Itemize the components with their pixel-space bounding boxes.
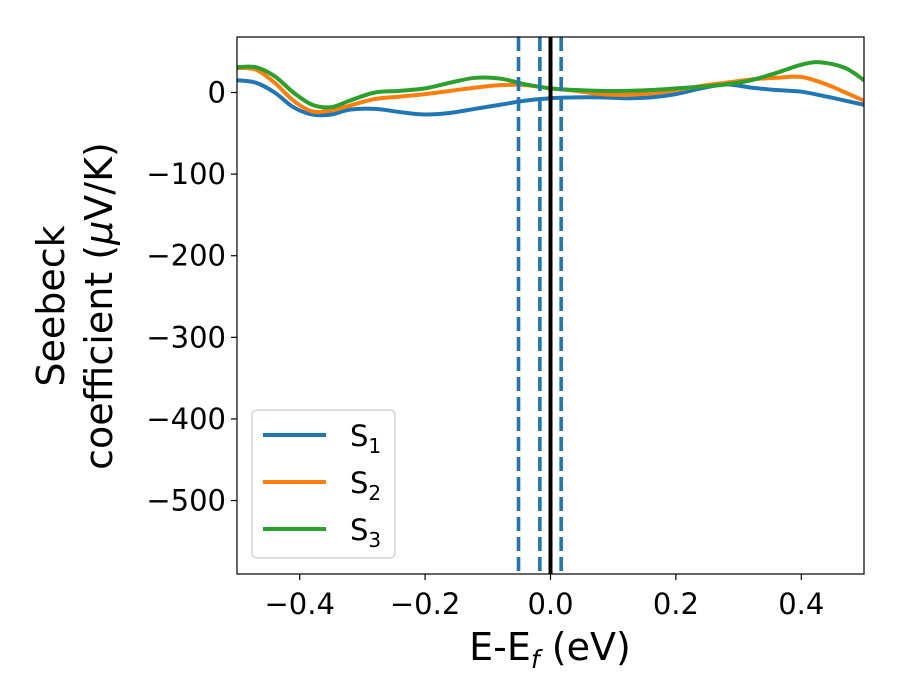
x-axis-title-main: E-E xyxy=(469,625,531,669)
legend-item-s3: S3 xyxy=(263,513,381,552)
series-line-s3 xyxy=(237,60,864,110)
x-tick-label-1: −0.4 xyxy=(264,587,334,621)
y-axis-title-mu: μ xyxy=(77,221,121,246)
legend-item-s2: S2 xyxy=(263,466,381,505)
y-tick-label-3: −200 xyxy=(146,239,226,273)
series-line-s1 xyxy=(237,78,864,118)
vline-layer xyxy=(516,37,563,574)
y-axis-title-line2-start: coefficient ( xyxy=(77,245,121,470)
legend-label-s3-sub: 3 xyxy=(368,528,381,552)
x-tick-label-2: −0.2 xyxy=(390,587,460,621)
legend-label-s2: S2 xyxy=(350,466,381,505)
y-axis-ticks: 0 −100 −200 −300 −400 −500 xyxy=(146,75,237,518)
x-tick-label-4: 0.2 xyxy=(653,587,699,621)
legend-label-s2-main: S xyxy=(350,466,368,500)
y-axis-title-line2-end: V/K) xyxy=(77,142,121,221)
legend-label-s3-main: S xyxy=(350,513,368,547)
legend-label-s1: S1 xyxy=(350,419,381,458)
legend-label-s1-main: S xyxy=(350,419,368,453)
y-tick-label-2: −100 xyxy=(146,157,226,191)
legend-label-s2-sub: 2 xyxy=(368,481,381,505)
x-tick-label-5: 0.4 xyxy=(778,587,824,621)
x-axis-title: E-Ef (eV) xyxy=(469,625,631,674)
y-tick-label-1: 0 xyxy=(208,75,226,109)
y-tick-label-5: −400 xyxy=(146,402,226,436)
legend: S1 S2 S3 xyxy=(251,409,396,559)
y-axis-title-line2: coefficient (μV/K) xyxy=(77,142,121,470)
y-tick-label-4: −300 xyxy=(146,320,226,354)
series-layer xyxy=(237,60,864,118)
x-tick-label-3: 0.0 xyxy=(527,587,573,621)
x-axis-title-rest: (eV) xyxy=(540,625,631,669)
y-tick-label-6: −500 xyxy=(146,484,226,518)
y-axis-title-line1: Seebeck xyxy=(29,225,73,386)
y-axis-title: Seebeck coefficient (μV/K) xyxy=(29,142,121,470)
x-axis-ticks: −0.4 −0.2 0.0 0.2 0.4 xyxy=(264,574,824,621)
legend-label-s1-sub: 1 xyxy=(368,434,381,458)
legend-item-s1: S1 xyxy=(263,419,381,458)
legend-label-s3: S3 xyxy=(350,513,381,552)
